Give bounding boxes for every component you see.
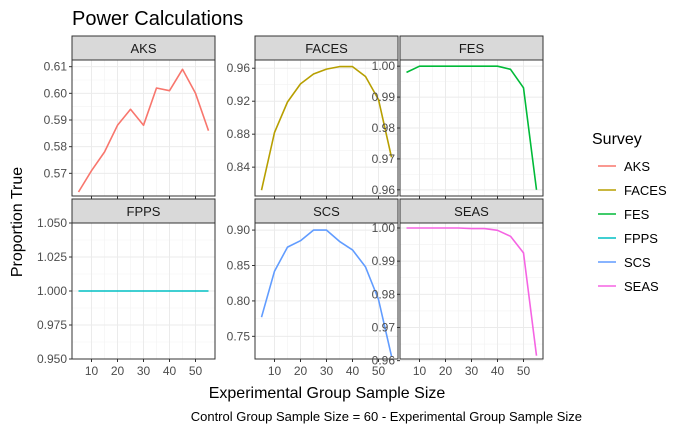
x-tick-label: 50	[189, 364, 203, 378]
y-tick-label: 1.00	[372, 59, 396, 73]
x-tick-label: 10	[413, 364, 427, 378]
x-tick-label: 20	[111, 364, 125, 378]
facet-panel-aks: AKS 0.57 0.58 0.59 0.60 0.61	[44, 35, 216, 199]
x-tick-label: 20	[294, 364, 308, 378]
y-tick-label: 0.97	[372, 152, 396, 166]
series-line-aks	[77, 68, 210, 193]
y-tick-label: 0.57	[44, 166, 68, 180]
y-tick-label: 0.92	[227, 94, 251, 108]
y-tick-label: 0.85	[227, 259, 251, 273]
facet-panel-seas: SEAS 0.96 0.97 0.98 0.99 1.00 10 20 30 40 50	[372, 198, 544, 378]
facet-panel-faces: FACES 0.84 0.88 0.92 0.96	[227, 35, 399, 199]
x-axis-label: Experimental Group Sample Size	[209, 385, 446, 402]
y-tick-label: 0.80	[227, 294, 251, 308]
x-tick-label: 40	[491, 364, 505, 378]
x-tick-label: 50	[372, 364, 386, 378]
facet-strip-label-fpps: FPPS	[127, 204, 161, 219]
chart-title: Power Calculations	[72, 8, 243, 30]
x-tick-label: 10	[85, 364, 99, 378]
series-line-fes	[406, 65, 538, 190]
facet-panel-scs: SCS 0.75 0.80 0.85 0.90 10 20 30 40 50	[227, 198, 399, 378]
facet-panel-fpps: FPPS 0.950 0.975 1.000 1.025 1.050 10 20 30 40 50	[37, 198, 216, 378]
legend-label-aks: AKS	[624, 159, 650, 174]
series-line-scs	[260, 229, 393, 357]
legend-label-fpps: FPPS	[624, 231, 658, 246]
y-tick-label: 0.75	[227, 329, 251, 343]
series-line-faces	[260, 65, 393, 191]
y-tick-label: 0.96	[227, 61, 251, 75]
facet-strip-label-aks: AKS	[130, 41, 156, 56]
facet-strip-fes	[399, 35, 544, 61]
y-tick-label: 0.96	[372, 354, 396, 368]
facet-panels: AKS 0.57 0.58 0.59 0.60 0.61 FACES 0.84 0.88 0.92…	[37, 35, 544, 378]
x-tick-label: 40	[163, 364, 177, 378]
facet-strip-label-faces: FACES	[305, 41, 348, 56]
y-axis-label: Proportion True	[9, 167, 26, 277]
y-tick-label: 0.950	[37, 352, 67, 366]
legend-title: Survey	[592, 131, 642, 148]
y-tick-label: 0.90	[227, 223, 251, 237]
y-tick-label: 0.59	[44, 113, 68, 127]
facet-strip-scs	[254, 198, 399, 224]
legend-label-seas: SEAS	[624, 279, 659, 294]
y-tick-label: 0.975	[37, 318, 67, 332]
legend-label-fes: FES	[624, 207, 650, 222]
facet-strip-label-seas: SEAS	[454, 204, 489, 219]
facet-strip-seas	[399, 198, 544, 224]
y-tick-label: 1.025	[37, 250, 67, 264]
facet-strip-faces	[254, 35, 399, 61]
y-tick-label: 0.58	[44, 140, 68, 154]
y-tick-label: 0.99	[372, 254, 396, 268]
y-tick-label: 0.88	[227, 127, 251, 141]
legend-label-scs: SCS	[624, 255, 651, 270]
x-tick-label: 30	[465, 364, 479, 378]
facet-panel-fes: FES 0.96 0.97 0.98 0.99 1.00	[372, 35, 544, 199]
chart-caption: Control Group Sample Size = 60 - Experim…	[191, 409, 582, 424]
x-tick-label: 30	[137, 364, 151, 378]
y-tick-label: 0.61	[44, 60, 68, 74]
legend-label-faces: FACES	[624, 183, 667, 198]
y-tick-label: 0.96	[372, 183, 396, 197]
x-tick-label: 50	[517, 364, 531, 378]
y-tick-label: 0.98	[372, 121, 396, 135]
legend: Survey AKS FACES FES FPPS SCS SEAS	[592, 131, 667, 294]
y-tick-label: 1.00	[372, 221, 396, 235]
y-tick-label: 1.000	[37, 284, 67, 298]
y-tick-label: 0.99	[372, 90, 396, 104]
x-tick-label: 30	[320, 364, 334, 378]
x-tick-label: 20	[439, 364, 453, 378]
y-tick-label: 0.98	[372, 287, 396, 301]
facet-strip-aks	[71, 35, 216, 61]
y-tick-label: 1.050	[37, 216, 67, 230]
facet-strip-label-fes: FES	[459, 41, 485, 56]
y-tick-label: 0.60	[44, 86, 68, 100]
series-line-seas	[406, 227, 538, 356]
x-tick-label: 40	[346, 364, 360, 378]
y-tick-label: 0.97	[372, 320, 396, 334]
x-tick-label: 10	[268, 364, 282, 378]
facet-strip-label-scs: SCS	[313, 204, 340, 219]
y-tick-label: 0.84	[227, 160, 251, 174]
